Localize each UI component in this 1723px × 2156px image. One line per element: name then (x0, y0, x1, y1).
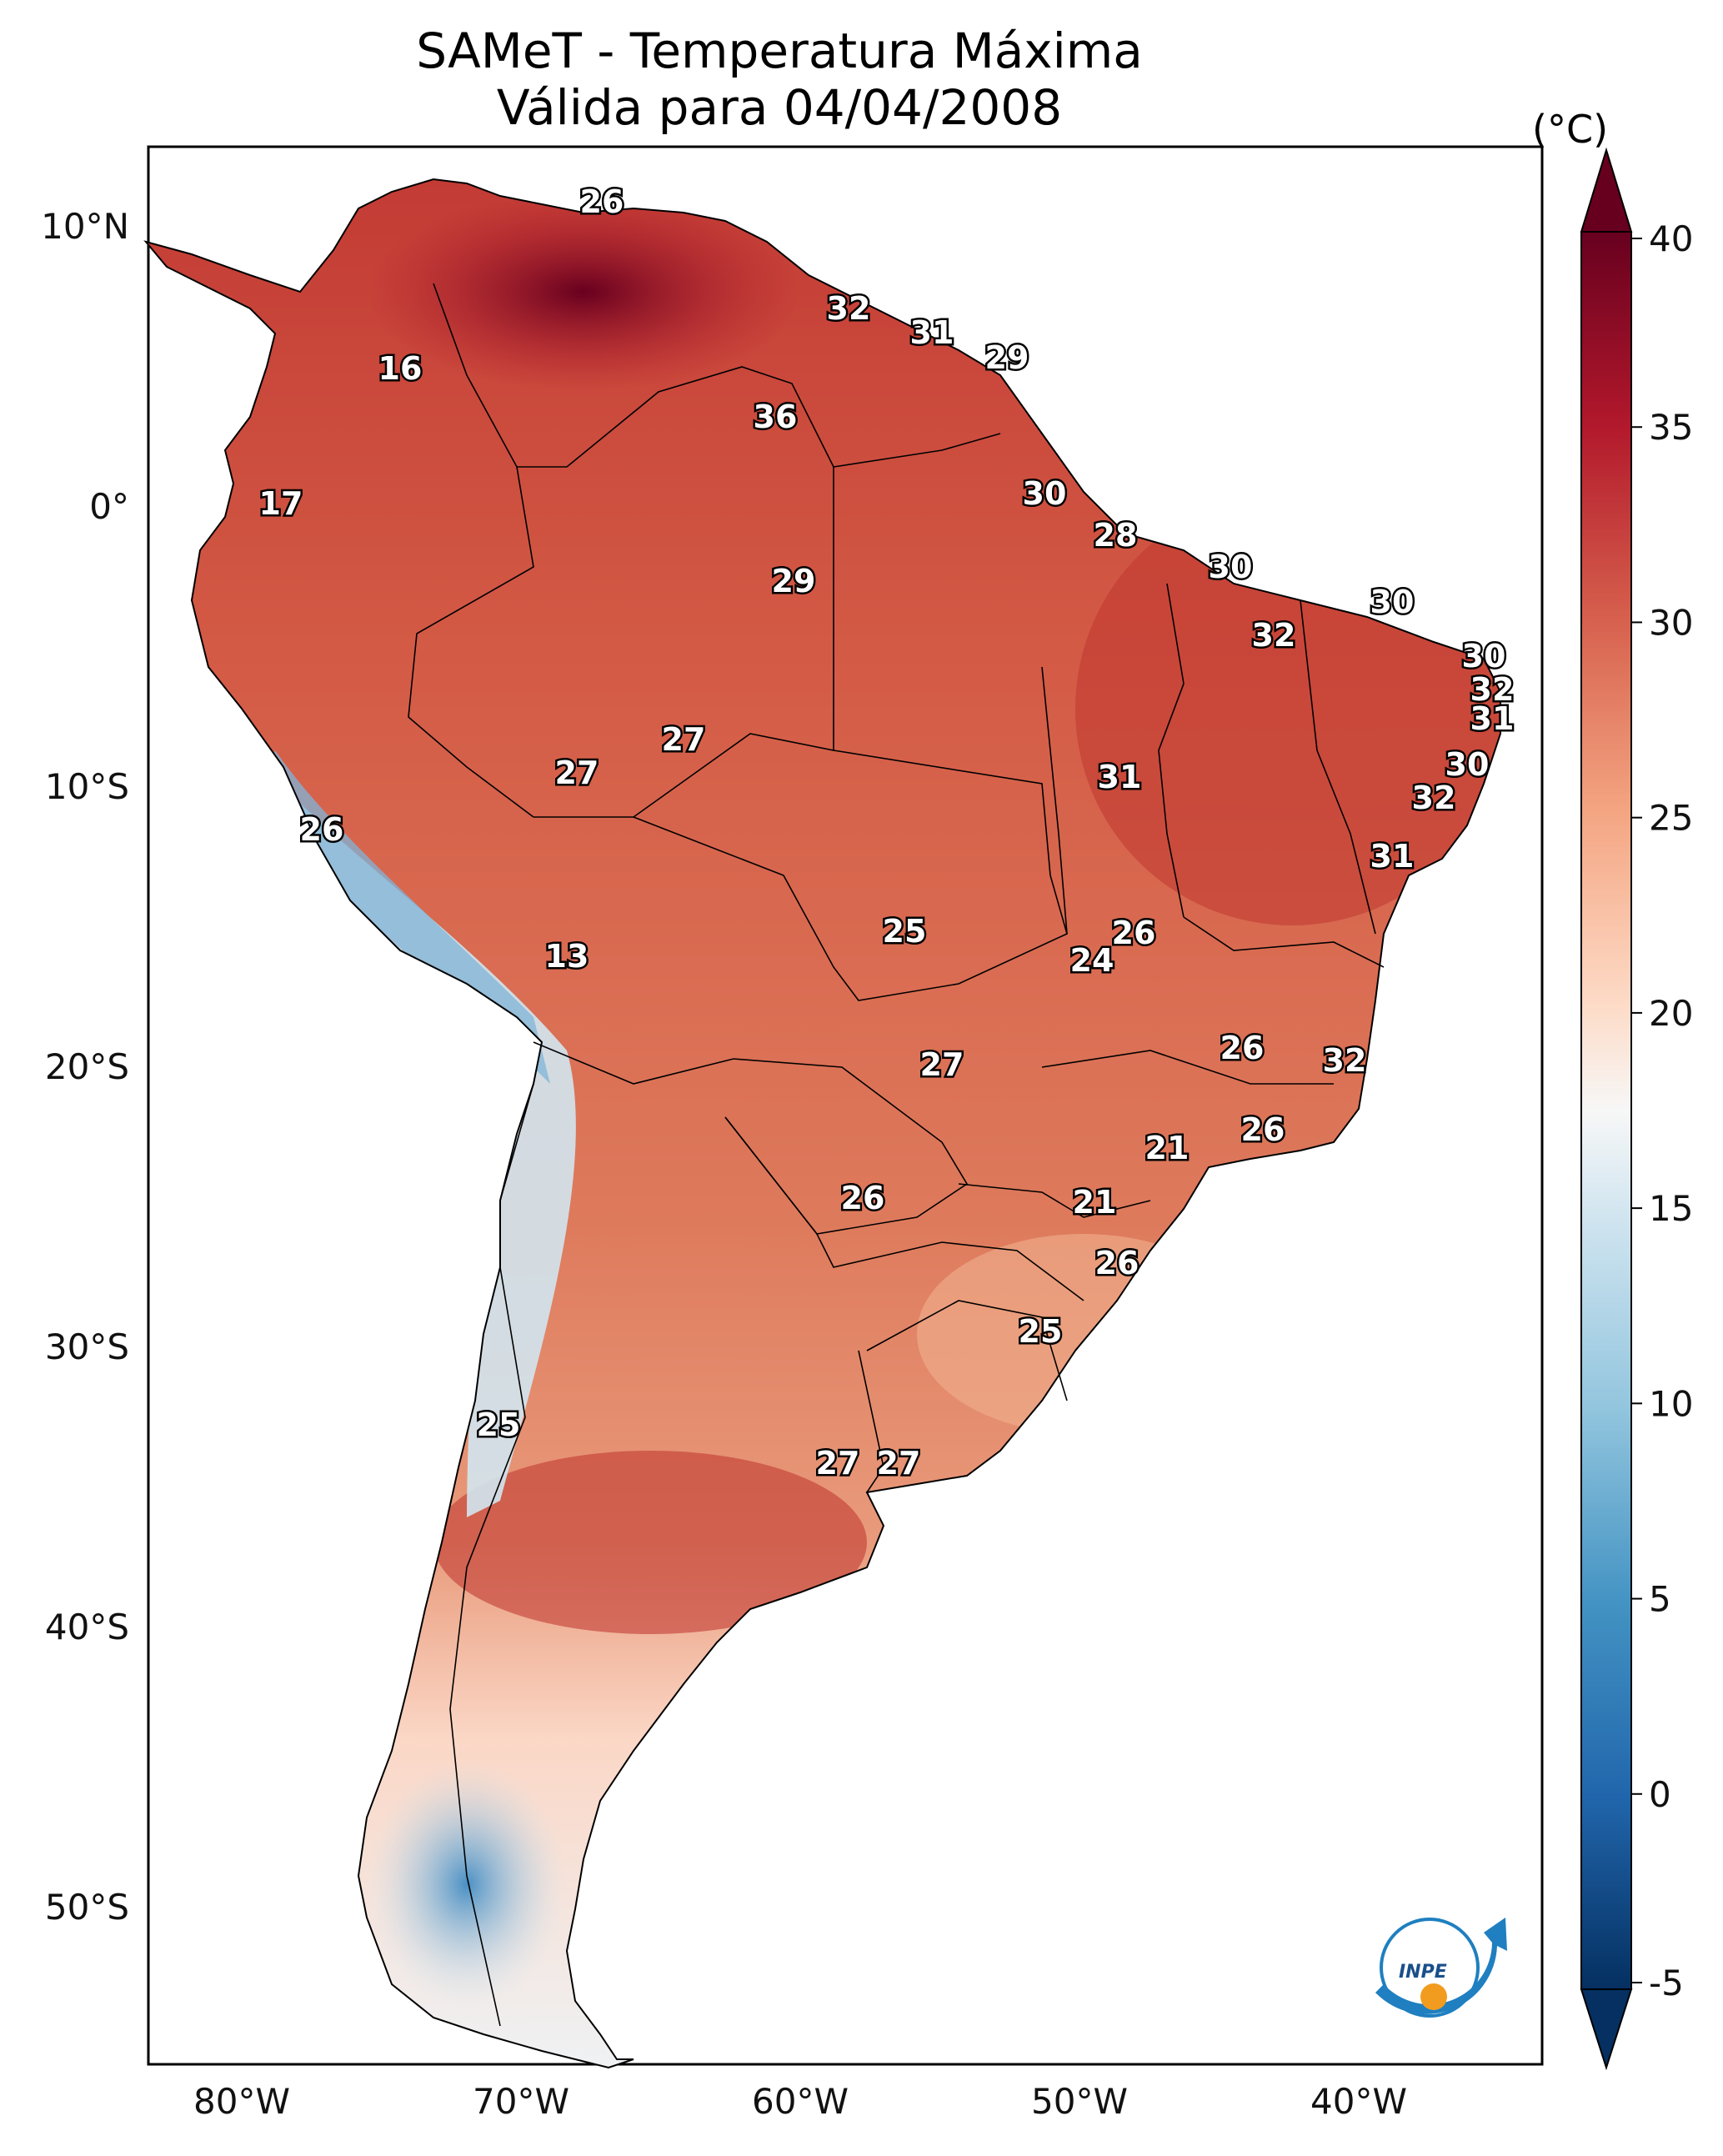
station-value: 30 (1370, 584, 1415, 620)
station-value: 25 (883, 913, 927, 950)
station-value: 28 (1094, 517, 1138, 554)
station-value: 25 (1019, 1313, 1063, 1350)
station-value: 26 (1112, 915, 1156, 951)
colorbar-tick-label: 20 (1649, 993, 1693, 1034)
station-value: 26 (580, 183, 624, 220)
station-value: 27 (877, 1445, 921, 1482)
station-value: 13 (545, 938, 589, 975)
inpe-logo: INPE (1375, 1918, 1507, 2018)
svg-text:40°S: 40°S (45, 1607, 129, 1647)
colorbar-tick-label: 5 (1649, 1579, 1671, 1620)
map-title: SAMeT - Temperatura Máxima (416, 23, 1143, 79)
colorbar: 40 35 30 25 20 15 10 5 0 -5 (1580, 147, 1693, 2071)
svg-text:50°S: 50°S (45, 1887, 129, 1928)
svg-text:10°N: 10°N (41, 206, 129, 247)
station-value: 27 (920, 1046, 964, 1083)
station-value: 17 (259, 485, 303, 522)
station-value: 32 (1323, 1042, 1367, 1079)
svg-text:0°: 0° (89, 486, 129, 527)
svg-text:60°W: 60°W (752, 2081, 849, 2122)
station-value: 32 (1470, 671, 1515, 708)
station-value: 31 (910, 314, 954, 351)
station-value: 29 (772, 563, 816, 599)
colorbar-tick-label: 15 (1649, 1188, 1693, 1229)
svg-text:40°W: 40°W (1310, 2081, 1407, 2122)
station-value: 29 (985, 339, 1029, 376)
station-value: 26 (1241, 1111, 1285, 1148)
station-value: 26 (1095, 1245, 1139, 1281)
colorbar-unit: (°C) (1532, 107, 1609, 152)
station-value: 32 (1252, 617, 1296, 654)
station-value: 30 (1445, 746, 1490, 783)
colorbar-tick-label: 30 (1649, 602, 1693, 643)
station-value: 32 (1412, 780, 1456, 816)
colorbar-tick-label: 35 (1649, 407, 1693, 448)
station-value: 32 (827, 290, 871, 327)
station-value: 26 (841, 1180, 885, 1216)
svg-text:20°S: 20°S (45, 1046, 129, 1087)
station-value: 26 (300, 811, 344, 848)
station-value: 31 (1370, 838, 1415, 875)
station-value: 25 (477, 1406, 521, 1443)
station-value: 31 (1098, 759, 1142, 795)
svg-text:30°S: 30°S (45, 1326, 129, 1367)
station-value: 26 (1220, 1030, 1265, 1066)
station-value: 27 (816, 1445, 860, 1482)
svg-text:10°S: 10°S (45, 766, 129, 807)
station-value: 27 (662, 721, 706, 758)
longitude-labels: 80°W 70°W 60°W 50°W 40°W (193, 2081, 1407, 2122)
svg-text:80°W: 80°W (193, 2081, 290, 2122)
colorbar-tick-label: -5 (1649, 1963, 1684, 2003)
colorbar-tick-label: 40 (1649, 218, 1693, 259)
country-borders (408, 283, 1385, 2027)
station-value: 30 (1462, 638, 1506, 674)
colorbar-tick-label: 25 (1649, 798, 1693, 839)
station-value: 21 (1073, 1184, 1117, 1221)
station-value: 30 (1023, 475, 1067, 512)
station-value: 30 (1209, 549, 1253, 585)
latitude-labels: 10°N 0° 10°S 20°S 30°S 40°S 50°S (41, 206, 129, 1928)
station-value: 27 (555, 755, 599, 791)
station-value: 31 (1470, 700, 1515, 737)
colorbar-tick-label: 10 (1649, 1383, 1693, 1424)
station-value: 21 (1145, 1130, 1190, 1166)
station-value: 36 (754, 399, 798, 435)
svg-text:70°W: 70°W (473, 2081, 569, 2122)
logo-text: INPE (1399, 1962, 1447, 1983)
colorbar-tick-label: 0 (1649, 1774, 1671, 1815)
svg-text:50°W: 50°W (1031, 2081, 1128, 2122)
map-subtitle: Válida para 04/04/2008 (496, 79, 1063, 136)
station-value: 24 (1070, 942, 1114, 979)
station-value: 16 (378, 350, 423, 387)
